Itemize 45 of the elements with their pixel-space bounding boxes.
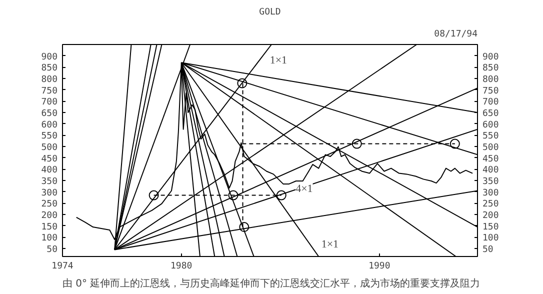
y2-tick-label: 700 bbox=[482, 98, 499, 108]
text: 由 0° 延伸而上的江恩线，与历史高峰延伸而下的江恩线交汇水平，成为市场的重要支撑及阻力 bbox=[62, 278, 480, 290]
y-tick-label: 300 bbox=[41, 188, 58, 198]
y2-tick-label: 500 bbox=[482, 143, 499, 154]
y-tick-label: 200 bbox=[41, 211, 58, 222]
y-tick-label: 800 bbox=[41, 75, 58, 86]
annotation: 4×1 bbox=[296, 182, 313, 195]
y-tick-label: 850 bbox=[41, 64, 58, 74]
y2-tick-label: 250 bbox=[482, 200, 499, 210]
y-tick-label: 450 bbox=[41, 154, 58, 164]
y2-tick-label: 350 bbox=[482, 177, 499, 188]
y-tick-label: 400 bbox=[41, 166, 58, 176]
y-tick-label: 700 bbox=[41, 98, 58, 108]
annotation: 1×1 bbox=[321, 238, 339, 251]
chart-title: GOLD bbox=[259, 8, 281, 18]
y2-tick-label: 750 bbox=[482, 86, 499, 96]
y2-tick-label: 450 bbox=[482, 154, 499, 164]
x-tick-label: 1974 bbox=[52, 262, 74, 272]
y2-tick-label: 800 bbox=[482, 75, 499, 86]
y-tick-label: 900 bbox=[41, 52, 58, 62]
y2-tick-label: 850 bbox=[482, 64, 499, 74]
y-tick-label: 150 bbox=[41, 222, 58, 232]
y2-tick-label: 200 bbox=[482, 211, 499, 222]
y2-tick-label: 100 bbox=[482, 234, 499, 244]
y-tick-label: 250 bbox=[41, 200, 58, 210]
x-tick-label: 1990 bbox=[368, 262, 390, 272]
y-tick-label: 550 bbox=[41, 132, 58, 142]
y-tick-label: 500 bbox=[41, 143, 58, 154]
y2-tick-label: 50 bbox=[482, 245, 494, 256]
y2-tick-label: 300 bbox=[482, 188, 499, 198]
y-tick-label: 650 bbox=[41, 109, 58, 120]
y2-tick-label: 900 bbox=[482, 52, 499, 62]
annotation: 1×1 bbox=[270, 54, 288, 66]
y-tick-label: 600 bbox=[41, 120, 58, 130]
y2-tick-label: 600 bbox=[482, 120, 499, 130]
y2-tick-label: 650 bbox=[482, 109, 499, 120]
text: 08/17/94 bbox=[434, 30, 478, 40]
y-tick-label: 750 bbox=[41, 86, 58, 96]
y2-tick-label: 550 bbox=[482, 132, 499, 142]
y-tick-label: 50 bbox=[46, 245, 58, 256]
y2-tick-label: 150 bbox=[482, 222, 499, 232]
y-tick-label: 350 bbox=[41, 177, 58, 188]
y2-tick-label: 400 bbox=[482, 166, 499, 176]
x-tick-label: 1980 bbox=[170, 262, 192, 272]
y-tick-label: 100 bbox=[41, 234, 58, 244]
